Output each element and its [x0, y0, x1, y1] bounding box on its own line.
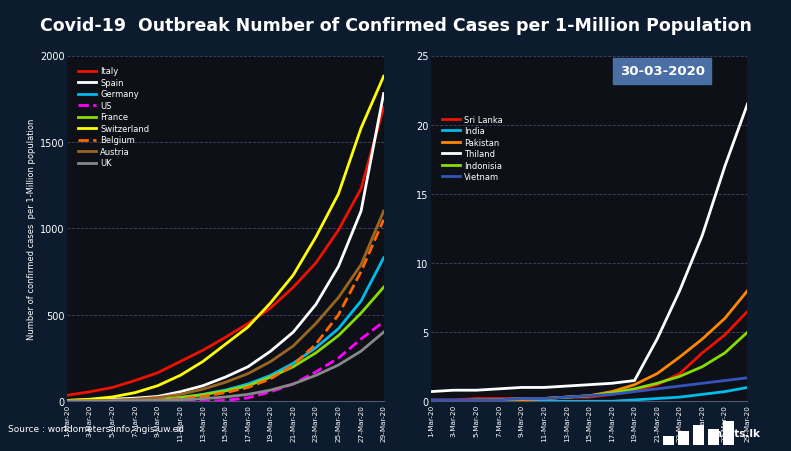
Text: Charts.lk: Charts.lk — [707, 428, 760, 438]
Legend: Sri Lanka, India, Pakistan, Thiland, Indonisia, Vietnam: Sri Lanka, India, Pakistan, Thiland, Ind… — [438, 112, 506, 185]
Bar — [679, 431, 689, 445]
Bar — [709, 429, 719, 445]
Text: Source : worldometers.info, hgis.uw.ed: Source : worldometers.info, hgis.uw.ed — [8, 424, 184, 433]
Bar — [693, 425, 704, 445]
Text: Covid-19  Outbreak Number of Confirmed Cases per 1-Million Population: Covid-19 Outbreak Number of Confirmed Ca… — [40, 17, 751, 35]
Bar — [664, 437, 674, 445]
Y-axis label: Number of confirmed cases  per 1-Million population: Number of confirmed cases per 1-Million … — [27, 119, 36, 339]
Legend: Italy, Spain, Germany, US, France, Switzerland, Belgium, Austria, UK: Italy, Spain, Germany, US, France, Switz… — [74, 64, 153, 171]
Text: 30-03-2020: 30-03-2020 — [619, 65, 705, 78]
Bar — [724, 421, 734, 445]
